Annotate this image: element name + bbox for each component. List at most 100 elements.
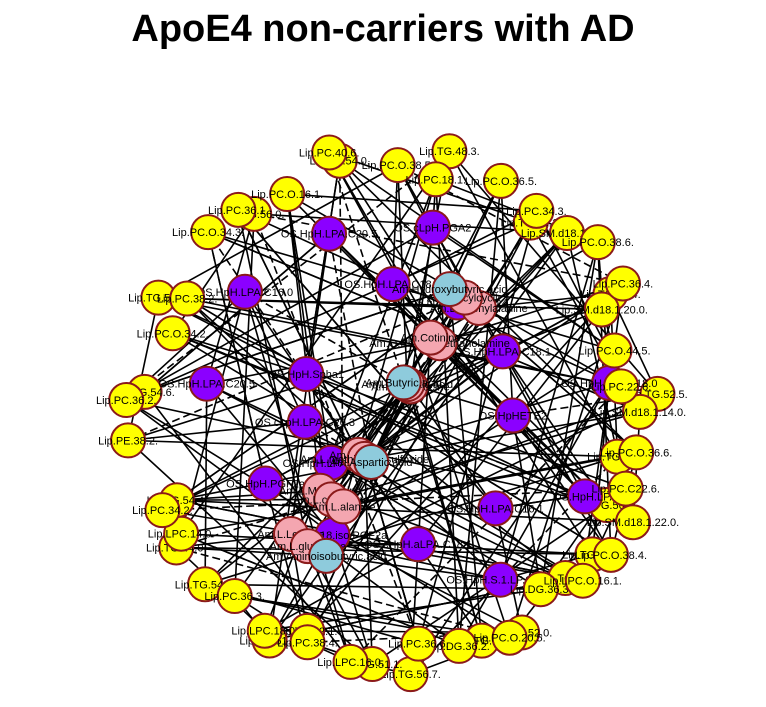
- node-label: Am.Aspartic.acid: [330, 457, 413, 469]
- node-circle: [325, 488, 362, 525]
- node-label: Lip.PC.O.44.5.: [578, 346, 650, 358]
- network-edge: [162, 383, 408, 511]
- node-label: OS.HpH.LPA.C18.1: [344, 279, 440, 291]
- network-edge: [357, 180, 502, 456]
- network-node: OS.HpH.LPA.C16.1: [447, 490, 544, 527]
- node-label: Lip.PC.36.4.: [593, 278, 654, 290]
- node-circle: [374, 266, 411, 303]
- node-circle: [518, 192, 555, 229]
- node-label: Lip.PC.O.36.6.: [600, 447, 672, 459]
- network-edge: [127, 282, 624, 442]
- network-edge: [328, 152, 441, 344]
- node-label: OS.HpH.LPA.C20.5: [159, 379, 255, 391]
- node-circle: [163, 515, 200, 552]
- network-edge: [237, 209, 497, 509]
- network-edge: [268, 232, 568, 641]
- network-edge: [204, 455, 618, 586]
- network-node: Am.Aspartic.acid: [330, 443, 413, 480]
- network-node: Lip.SM.d18.1.20.0.: [556, 291, 648, 328]
- node-label: Lip.PC.38.4.: [277, 637, 338, 649]
- network-edge: [349, 385, 622, 663]
- network-node: Lip.DG.36.2.: [428, 627, 490, 664]
- node-label: Lip.PC.O.38.4.: [575, 550, 647, 562]
- network-node: Lip.PC.38.4.: [277, 624, 338, 661]
- network-edge: [253, 213, 420, 644]
- node-label: OS.HpH.Spha1: [268, 369, 344, 381]
- node-circle: [596, 332, 633, 369]
- node-circle: [379, 147, 416, 184]
- node-circle: [491, 619, 528, 656]
- network-node: Lip.LPC.O.16.1.: [544, 562, 622, 599]
- node-circle: [311, 215, 348, 252]
- network-edge: [127, 420, 306, 442]
- node-label: OS.HpH.LPA.C16.1: [447, 503, 543, 515]
- network-node: Am.Cotinine: [401, 319, 460, 356]
- network-edge: [409, 227, 434, 387]
- node-label: Lip.LPC.14.0.: [148, 529, 215, 541]
- node-label: Lip.LPC.16.0.: [317, 657, 384, 669]
- node-circle: [482, 162, 519, 199]
- network-node: OS.HpHETE2: [479, 397, 547, 434]
- node-circle: [190, 214, 227, 251]
- network-node: OS.HpH.LPA.C20.5: [159, 365, 255, 402]
- network-node: Lip.DG.36.3.: [510, 571, 572, 608]
- node-circle: [308, 537, 345, 574]
- node-label: Lip.PC.22.6.: [591, 381, 652, 393]
- network-edge: [176, 546, 593, 556]
- node-circle: [353, 443, 390, 480]
- node-circle: [311, 134, 348, 171]
- network-node: Lip.PC.O.20.5.: [474, 619, 546, 656]
- network-edge: [237, 209, 309, 547]
- node-circle: [288, 356, 325, 393]
- node-label: Lip.PC.36.6.: [388, 639, 449, 651]
- network-node: Am.Hydroxybutyric.acid: [392, 271, 508, 308]
- node-label: Lip.LPC.O.16.1.: [544, 576, 622, 588]
- network-edge: [206, 382, 584, 582]
- node-label: Lip.DG.36.3.: [510, 584, 572, 596]
- network-node: Am.L.alanine: [311, 488, 375, 525]
- network-node: Lip.PC.O.34.3.: [172, 214, 244, 251]
- network-node: Lip.PC.O.16.1.: [251, 176, 323, 213]
- node-label: Lip.PC.O.36.5.: [465, 176, 537, 188]
- node-circle: [618, 434, 655, 471]
- node-label: OS.HpH.LPA: [553, 491, 618, 503]
- node-circle: [385, 364, 422, 401]
- network-node: Lip.PC.C22.6.: [591, 470, 660, 507]
- network-node: Lip.PC.O.44.5.: [578, 332, 651, 369]
- network-edge: [305, 160, 341, 375]
- node-circle: [247, 465, 284, 502]
- network-node: Lip.PC.40.6.: [299, 134, 359, 171]
- network-edge: [207, 231, 267, 484]
- network-node: Lip.PC.36.4.: [593, 265, 654, 302]
- node-label: OS.HpH.LPA.C20.5: [281, 229, 377, 241]
- node-circle: [220, 191, 257, 228]
- network-node: Lip.PC.O.38.4.: [575, 536, 647, 573]
- network-edge: [176, 546, 510, 639]
- node-circle: [110, 422, 147, 459]
- network-edge: [162, 487, 626, 511]
- network-edge: [180, 532, 460, 647]
- network-edge: [358, 382, 610, 456]
- node-label: Am.Butyric.acid: [366, 377, 442, 389]
- network-edge: [328, 233, 372, 463]
- network-node: Lip.LPC.14.0.: [148, 515, 215, 552]
- network-edge: [328, 152, 405, 383]
- node-layer: Lip.TG.50.0.Lip.TG.56.8.Lip.TG.52.0.Lip.…: [96, 133, 688, 693]
- network-edge: [325, 393, 658, 557]
- node-circle: [579, 224, 616, 261]
- network-node: OS.HpH.LPA.C18.1: [344, 266, 441, 303]
- network-node: Lip.PC.O.36.5.: [465, 162, 537, 199]
- network-node: OS.HpH.LPA: [553, 478, 618, 515]
- network-edge: [237, 209, 360, 456]
- network-edge: [287, 193, 537, 212]
- node-label: Lip.TG.48.3.: [419, 146, 480, 158]
- network-edge: [364, 411, 641, 460]
- node-circle: [226, 273, 263, 310]
- network-edge: [363, 458, 420, 644]
- node-circle: [603, 368, 640, 405]
- node-circle: [522, 571, 559, 608]
- network-node: OS.cLpH.PGA2: [394, 209, 471, 246]
- node-label: Lip.PC.36.3.: [204, 591, 265, 603]
- network-edge: [244, 291, 306, 423]
- node-circle: [440, 627, 477, 664]
